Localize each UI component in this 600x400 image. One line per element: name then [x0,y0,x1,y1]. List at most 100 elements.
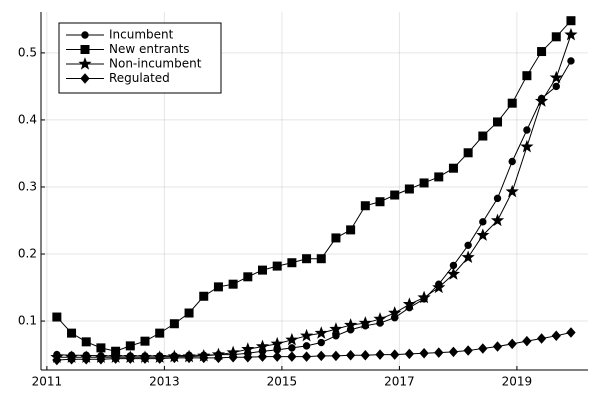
marker [566,327,576,338]
series [52,327,576,366]
marker [464,241,472,250]
marker [302,342,311,350]
marker [52,312,62,322]
line [56,60,572,357]
marker [493,194,502,203]
legend-label: Incumbent [109,28,174,42]
marker [523,126,531,134]
marker [522,335,532,347]
marker [479,218,487,226]
marker [508,157,516,166]
marker [476,228,490,241]
marker [125,341,135,351]
marker [375,197,385,207]
marker [448,163,458,173]
marker [66,354,77,365]
marker [199,352,209,364]
marker [360,201,370,211]
marker [505,184,519,198]
series [53,57,575,360]
marker [390,190,400,200]
marker [564,27,578,41]
marker [358,316,372,329]
marker [419,178,429,188]
marker [96,354,106,365]
marker [169,352,180,364]
marker [228,279,238,289]
marker [345,349,356,361]
marker [520,139,534,153]
marker [316,254,326,264]
marker [67,328,77,338]
marker [270,336,284,350]
marker [507,98,517,108]
marker [432,280,446,294]
x-tick-label: 2013 [149,375,180,389]
x-tick-label: 2019 [502,375,533,389]
marker [80,73,90,84]
marker [331,350,341,362]
marker [316,350,326,362]
marker [78,57,92,70]
marker [155,353,165,364]
marker [184,308,194,318]
marker [272,351,282,362]
marker [302,254,312,264]
marker [317,338,325,347]
marker [285,332,299,346]
marker [110,353,121,364]
marker [404,184,414,194]
marker [301,351,312,362]
marker [241,342,255,355]
legend-label: New entrants [109,42,190,56]
marker [493,117,503,127]
marker [522,71,532,81]
marker [344,318,358,331]
marker [446,267,461,280]
marker [125,353,135,364]
marker [434,172,444,182]
marker [402,297,416,310]
marker [549,70,563,84]
marker [332,332,340,340]
marker [155,328,165,338]
marker [551,330,561,342]
marker [331,233,341,243]
marker [417,290,431,304]
marker [346,225,356,235]
marker [80,45,90,54]
y-tick-label: 0.4 [18,112,37,126]
marker [534,94,549,107]
marker [478,131,488,141]
marker [199,291,209,301]
marker [388,306,402,319]
marker [140,353,150,364]
marker [419,347,429,359]
marker [463,345,473,356]
marker [184,352,194,364]
marker [288,344,296,352]
marker [507,338,517,350]
marker [567,57,575,65]
y-tick-label: 0.2 [18,247,37,261]
marker [299,328,314,342]
legend-label: Non-incumbent [109,57,202,71]
marker [52,354,62,366]
marker [228,352,238,363]
legend-label: Regulated [109,71,170,85]
marker [490,213,505,227]
x-tick-label: 2017 [384,375,415,389]
marker [390,349,400,360]
marker [81,337,91,347]
series [52,16,576,356]
marker [375,349,385,360]
marker [552,82,560,91]
marker [272,261,282,271]
x-tick-label: 2015 [267,375,298,389]
marker [243,352,253,363]
marker [434,347,444,358]
marker [461,250,475,263]
marker [81,354,91,365]
marker [373,312,387,325]
